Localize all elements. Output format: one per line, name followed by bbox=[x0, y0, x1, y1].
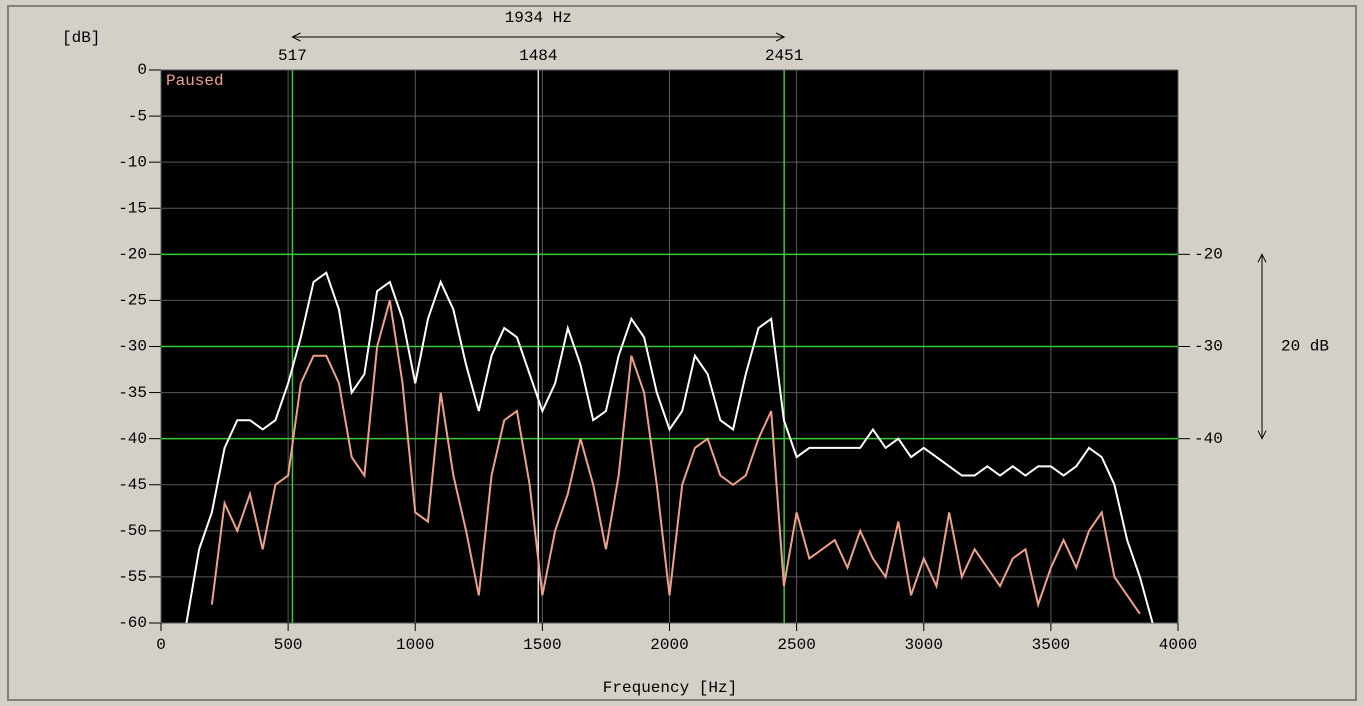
y-tick-label: -50 bbox=[118, 522, 147, 540]
x-tick-label: 1000 bbox=[396, 636, 434, 654]
x-tick-label: 3500 bbox=[1032, 636, 1070, 654]
span-label: 1934 Hz bbox=[505, 9, 572, 27]
spectrum-line bbox=[185, 271, 1154, 623]
right-tick-label: -30 bbox=[1194, 338, 1223, 356]
x-tick-label: 0 bbox=[156, 636, 166, 654]
x-tick-label: 2500 bbox=[777, 636, 815, 654]
y-axis-label: [dB] bbox=[62, 29, 100, 47]
x-tick-label: 3000 bbox=[905, 636, 943, 654]
right-tick-label: -40 bbox=[1194, 430, 1223, 448]
x-tick-label: 1500 bbox=[523, 636, 561, 654]
y-tick-label: 0 bbox=[137, 61, 147, 79]
x-tick-label: 500 bbox=[274, 636, 303, 654]
y-tick-label: -25 bbox=[118, 292, 147, 310]
spectrum-line bbox=[210, 300, 1141, 615]
y-tick-label: -15 bbox=[118, 199, 147, 217]
y-tick-label: -45 bbox=[118, 476, 147, 494]
y-tick-label: -60 bbox=[118, 614, 147, 632]
y-tick-label: -55 bbox=[118, 568, 147, 586]
y-tick-label: -10 bbox=[118, 153, 147, 171]
arrow-head bbox=[291, 32, 786, 42]
right-tick-label: -20 bbox=[1194, 246, 1223, 264]
y-tick-label: -30 bbox=[118, 338, 147, 356]
x-tick-label: 2000 bbox=[650, 636, 688, 654]
arrow-head bbox=[1257, 253, 1267, 440]
cursor-label: 2451 bbox=[765, 47, 803, 65]
y-tick-label: -35 bbox=[118, 384, 147, 402]
x-tick-label: 4000 bbox=[1159, 636, 1197, 654]
x-axis-label: Frequency [Hz] bbox=[603, 679, 737, 697]
range-label: 20 dB bbox=[1281, 338, 1329, 356]
panel-frame bbox=[7, 5, 1357, 701]
y-tick-label: -20 bbox=[118, 246, 147, 264]
y-tick-label: -40 bbox=[118, 430, 147, 448]
cursor-label: 1484 bbox=[519, 47, 557, 65]
y-tick-label: -5 bbox=[128, 107, 147, 125]
status-label: Paused bbox=[166, 72, 224, 90]
cursor-label: 517 bbox=[278, 47, 307, 65]
